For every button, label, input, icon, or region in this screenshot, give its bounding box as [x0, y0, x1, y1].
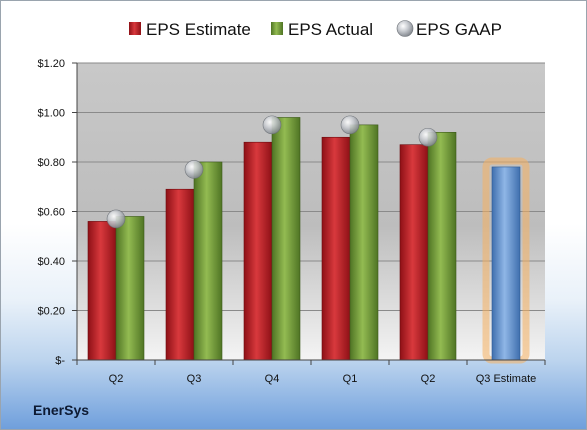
y-axis: $- $0.20 $0.40 $0.60 $0.80 $1.00 $1.20 — [37, 58, 78, 367]
eps-actual-bar — [271, 117, 301, 361]
eps-gaap-marker — [418, 127, 438, 147]
bars — [87, 115, 530, 364]
y-tick-label: $1.20 — [37, 58, 65, 70]
y-tick-label: $0.40 — [37, 256, 65, 268]
eps-estimate-bar — [165, 188, 195, 361]
eps-estimate-bar — [321, 136, 351, 361]
y-tick-label: $0.80 — [37, 157, 65, 169]
company-name: EnerSys — [33, 402, 89, 418]
eps-actual-bar — [427, 132, 457, 361]
eps-gaap-marker — [262, 115, 282, 135]
x-axis: Q2 Q3 Q4 Q1 Q2 Q3 Estimate — [76, 359, 546, 385]
eps-gaap-marker — [106, 209, 126, 229]
legend-swatch — [271, 22, 283, 35]
x-tick-label: Q3 Estimate — [476, 373, 537, 385]
legend-label: EPS Actual — [288, 20, 373, 39]
eps-actual-bar — [115, 216, 145, 361]
x-tick-label: Q3 — [187, 373, 202, 385]
legend-swatch — [396, 20, 414, 37]
eps-estimate-bar — [399, 144, 429, 361]
y-tick-label: $1.00 — [37, 108, 65, 120]
eps-actual-bar — [193, 161, 223, 361]
eps-gaap-marker — [340, 115, 360, 135]
y-tick-label: $- — [55, 355, 65, 367]
eps-actual-bar — [349, 124, 379, 361]
y-tick-label: $0.20 — [37, 306, 65, 318]
eps-estimate-next-bar — [491, 166, 521, 361]
x-tick-label: Q2 — [421, 373, 436, 385]
legend-label: EPS Estimate — [146, 20, 251, 39]
legend-label: EPS GAAP — [416, 20, 502, 39]
eps-estimate-bar — [243, 141, 273, 361]
y-tick-label: $0.60 — [37, 207, 65, 219]
legend-swatch — [129, 22, 141, 35]
eps-gaap-marker — [184, 160, 204, 179]
eps-estimate-bar — [87, 221, 117, 361]
x-tick-label: Q4 — [265, 373, 280, 385]
legend: EPS Estimate EPS Actual EPS GAAP — [129, 20, 502, 39]
x-tick-label: Q2 — [109, 373, 124, 385]
x-tick-label: Q1 — [343, 373, 358, 385]
